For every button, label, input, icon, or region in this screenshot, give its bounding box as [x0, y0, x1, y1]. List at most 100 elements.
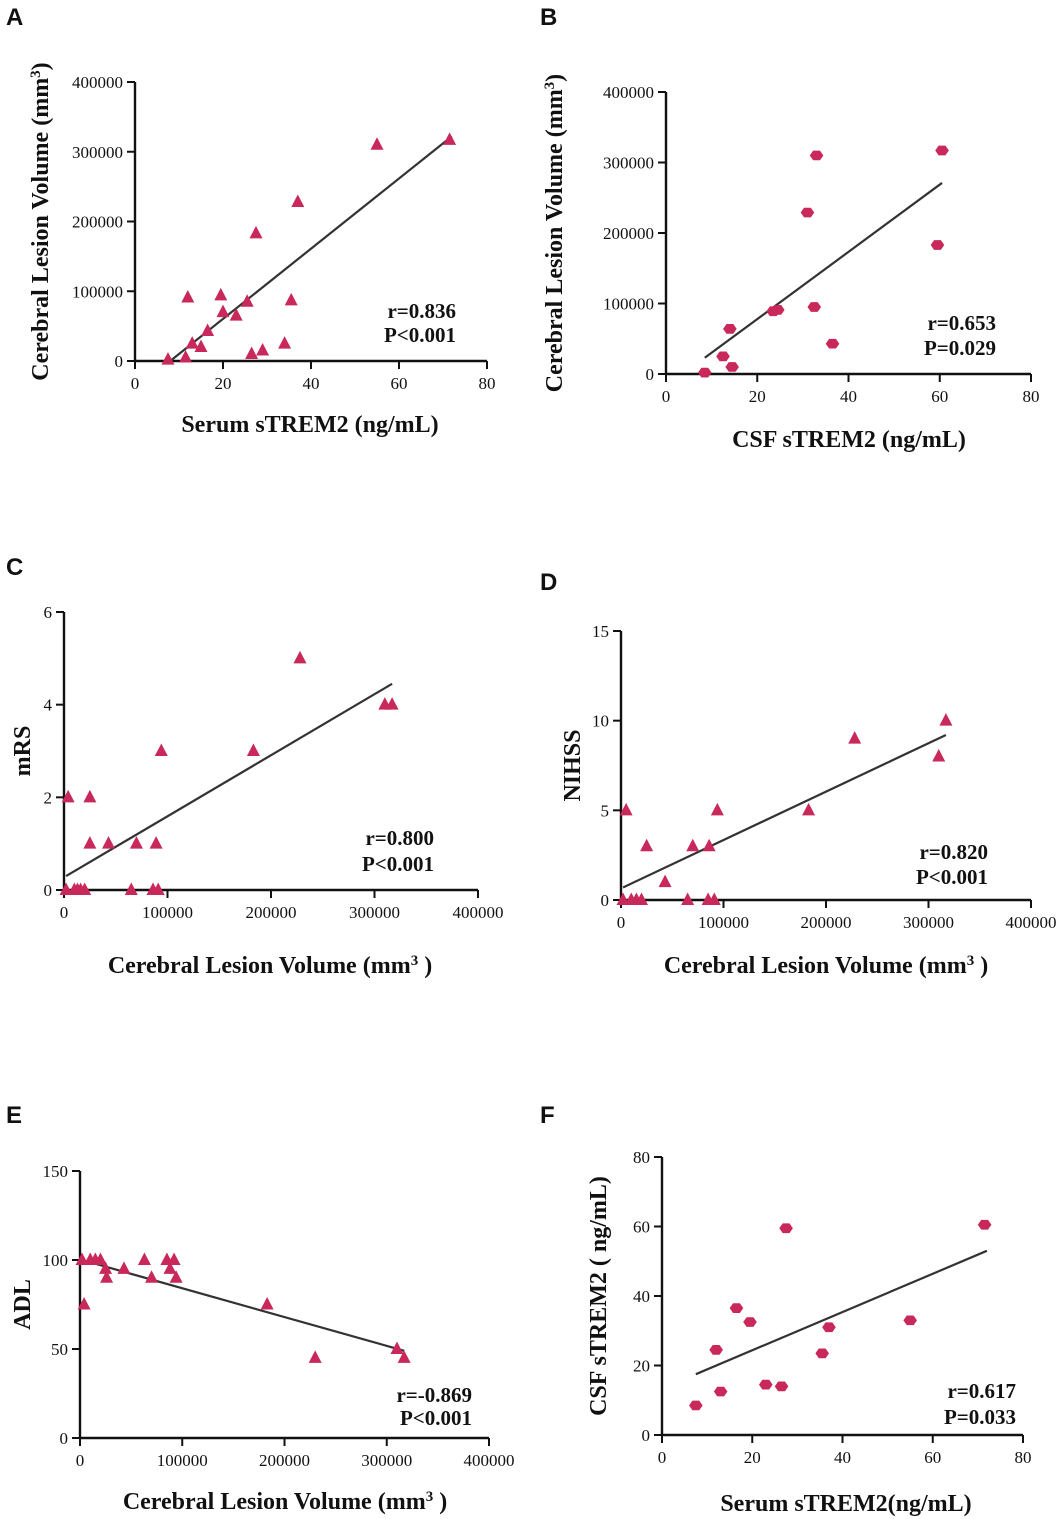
stat-r-value: r=0.800 — [365, 826, 434, 850]
data-point — [729, 1303, 744, 1314]
data-point — [100, 1270, 114, 1283]
data-point — [240, 294, 254, 307]
x-tick-label: 100000 — [157, 1451, 208, 1470]
data-point — [83, 789, 97, 803]
data-point — [848, 731, 862, 744]
panel-b: B 0 100000 200000 300000 400000 0 20 40 60 80 r=0.6… — [540, 4, 1040, 453]
data-point — [149, 836, 163, 849]
x-axis-title: Cerebral Lesion Volume (mm3 ) — [664, 953, 988, 979]
stat-r-value: r=0.820 — [919, 840, 988, 864]
x-tick-label: 60 — [391, 374, 408, 393]
data-point — [249, 225, 263, 239]
data-point — [293, 650, 307, 664]
data-point — [716, 351, 730, 362]
data-point — [707, 892, 721, 905]
panel-letter: D — [540, 569, 557, 596]
data-point — [169, 1270, 183, 1283]
x-axis-title: Cerebral Lesion Volume (mm3 ) — [108, 953, 432, 979]
y-tick-label: 300000 — [72, 143, 123, 162]
x-tick-label: 300000 — [361, 1451, 412, 1470]
y-tick-label: 4 — [44, 696, 53, 715]
y-tick-label: 0 — [44, 881, 53, 900]
stat-r-value: r=0.836 — [387, 299, 456, 323]
data-point — [930, 240, 945, 250]
data-point — [117, 1261, 131, 1274]
x-axis-title: Serum sTREM2 (ng/mL) — [181, 412, 438, 438]
y-tick-label: 60 — [633, 1218, 650, 1237]
data-point — [939, 713, 953, 726]
data-point — [640, 838, 654, 852]
data-point — [616, 892, 630, 905]
data-point — [932, 749, 946, 762]
regression-line — [695, 1249, 988, 1376]
y-axis-title: ADL — [10, 1279, 36, 1330]
y-tick-label: 400000 — [72, 73, 123, 92]
data-point — [78, 882, 92, 895]
stat-p-value: P<0.001 — [916, 865, 988, 889]
data-point — [397, 1350, 411, 1363]
data-point — [151, 882, 165, 895]
data-point — [77, 1297, 91, 1310]
x-tick-label: 0 — [131, 374, 140, 393]
data-point — [390, 1341, 404, 1354]
data-point — [815, 1348, 829, 1359]
x-tick-label: 300000 — [903, 913, 954, 932]
stat-r-value: r=0.617 — [947, 1379, 1016, 1403]
data-point — [214, 287, 228, 301]
data-point — [385, 697, 399, 710]
data-point — [256, 343, 270, 356]
data-point — [216, 304, 230, 318]
y-axis-title: NIHSS — [560, 729, 586, 801]
data-point — [822, 1322, 836, 1333]
y-axis-title: CSF sTREM2 ( ng/mL) — [586, 1176, 612, 1416]
data-point — [129, 836, 143, 849]
data-point — [61, 789, 75, 803]
y-tick-label: 5 — [601, 801, 610, 820]
x-tick-label: 0 — [658, 1448, 667, 1467]
data-point — [779, 1223, 793, 1234]
data-point — [710, 802, 724, 816]
y-tick-label: 100000 — [603, 295, 654, 314]
y-tick-label: 0 — [646, 365, 655, 384]
panel-letter: B — [540, 4, 557, 31]
data-point — [246, 743, 260, 756]
data-point — [75, 1252, 89, 1265]
y-tick-label: 10 — [592, 712, 609, 731]
data-point — [809, 150, 824, 161]
panel-letter: E — [6, 1102, 22, 1129]
data-point — [689, 1400, 703, 1411]
data-point — [977, 1219, 992, 1230]
panel-a: A 0 100000 200000 300000 400000 0 20 40 60 80 r=0.8… — [6, 4, 496, 438]
x-tick-label: 0 — [617, 913, 626, 932]
y-tick-label: 0 — [60, 1429, 69, 1448]
x-tick-label: 200000 — [801, 913, 852, 932]
data-point — [201, 323, 215, 337]
y-tick-label: 300000 — [603, 154, 654, 173]
data-point — [194, 339, 208, 353]
y-tick-label: 200000 — [72, 213, 123, 232]
data-point — [658, 874, 672, 888]
panel-d: D 0 5 10 15 0 100000 200000 300000 400000 r=0.820P… — [540, 569, 1057, 979]
x-tick-label: 0 — [60, 903, 69, 922]
stat-r-value: r=0.653 — [927, 311, 996, 335]
data-point — [686, 838, 700, 852]
y-axis-title: Cerebral Lesion Volume (mm3) — [542, 74, 568, 392]
y-tick-label: 0 — [601, 891, 610, 910]
x-tick-label: 40 — [840, 387, 857, 406]
x-tick-label: 80 — [479, 374, 496, 393]
data-point — [800, 207, 815, 218]
data-point — [145, 1270, 159, 1283]
data-point — [681, 892, 695, 905]
data-point — [163, 1261, 177, 1274]
stat-r-value: r=-0.869 — [396, 1383, 472, 1407]
data-point — [903, 1315, 917, 1326]
data-point — [167, 1252, 181, 1265]
data-point — [154, 743, 168, 756]
data-point — [743, 1317, 757, 1327]
data-point — [443, 132, 457, 145]
x-tick-label: 200000 — [246, 903, 297, 922]
x-tick-label: 400000 — [464, 1451, 515, 1470]
x-tick-label: 60 — [924, 1448, 941, 1467]
y-tick-label: 100 — [43, 1251, 69, 1270]
y-axis-title: mRS — [10, 726, 36, 777]
